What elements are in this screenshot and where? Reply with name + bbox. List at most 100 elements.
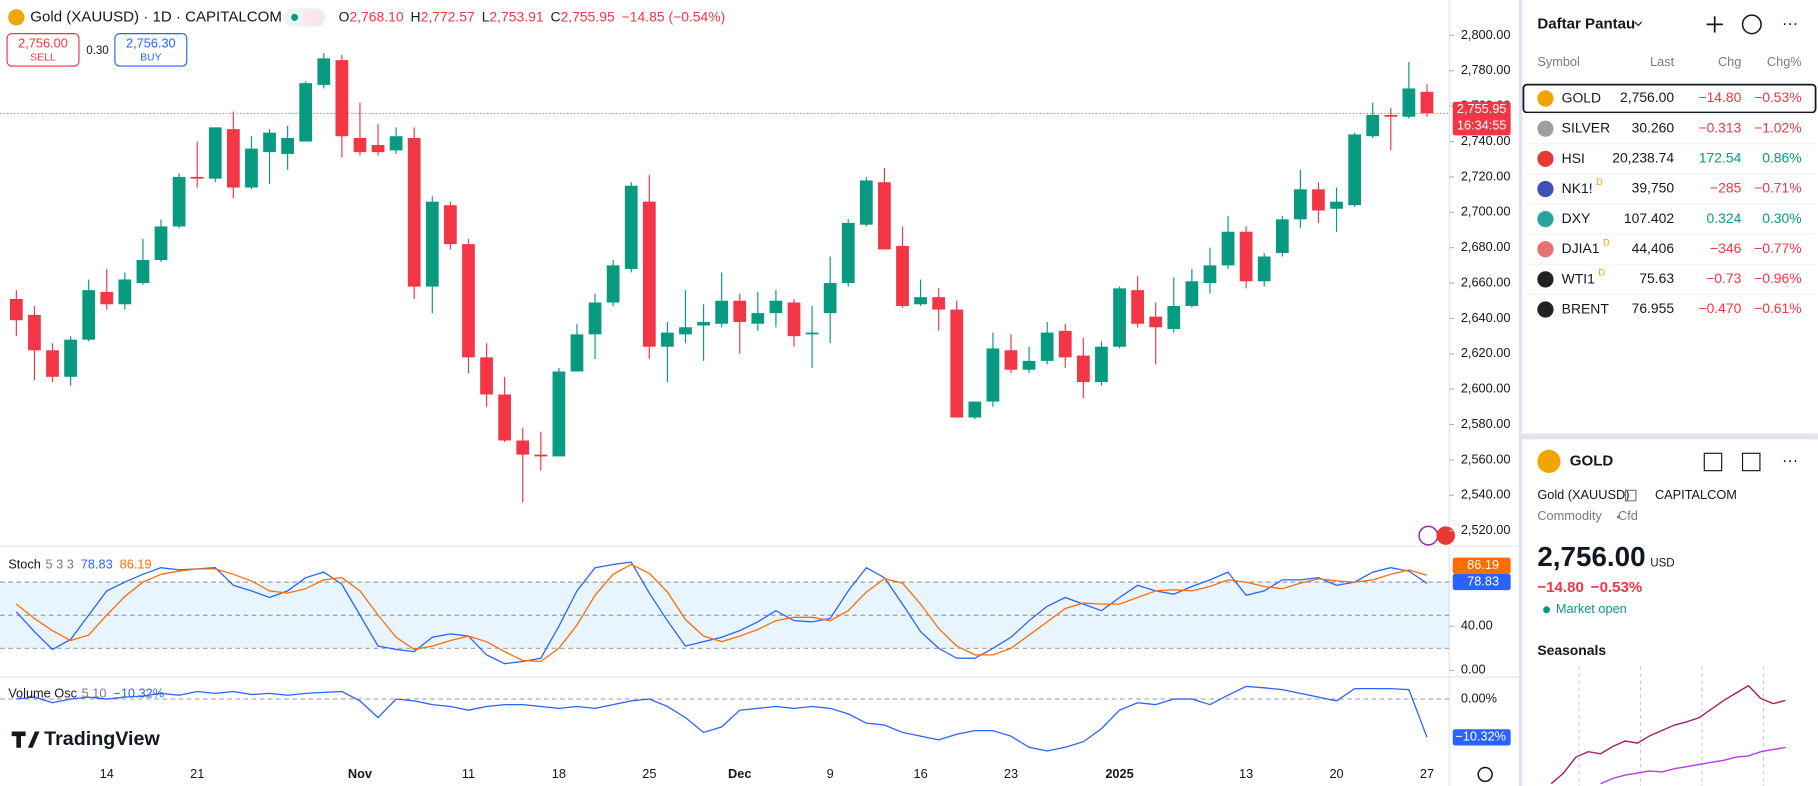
link-icon [1624,489,1637,502]
symbol-icon [1537,180,1554,198]
add-icon[interactable] [1706,16,1723,33]
candle-body [1420,91,1434,114]
sell-label: SELL [30,53,56,64]
status-dot [1543,606,1551,614]
candle-body [226,129,240,188]
change-pct: −0.53% [1754,89,1802,105]
symbol: HSI [1562,149,1585,165]
vol-osc-line [16,685,1428,752]
separator-dot [1616,515,1620,519]
candle-body [100,291,114,305]
sell-button[interactable] [6,33,80,67]
candle-body [371,145,385,153]
symbol-badge: D [1603,238,1610,248]
candle-body [462,244,475,358]
candle-body [46,350,59,377]
chart-title[interactable]: Gold (XAUUSD) · 1D · CAPITALCOM [30,8,282,25]
candle-body [1203,265,1217,284]
candle-body [588,302,602,335]
symbol-name: NK1! [1562,180,1593,196]
change: 0.324 [1707,210,1742,226]
candle-body [1294,189,1307,220]
candle-body [841,222,855,284]
change: −0.313 [1698,119,1741,135]
candle-body [1402,88,1416,117]
branding: TradingView [44,728,160,750]
symbol-icon [1537,271,1554,288]
last-price: 2,756.00 [1620,89,1674,105]
candle-body [932,297,946,310]
candle-body [1149,316,1163,328]
change: 172.54 [1699,149,1742,165]
settings-icon[interactable] [1477,766,1493,783]
candle-body [425,201,439,287]
candle-body [823,283,837,314]
candle-body [389,136,403,151]
candle-body [679,327,692,335]
change: −14.80 [1537,579,1584,596]
price-tick-label: 2,780.00 [1461,62,1511,77]
panel-divider [1522,433,1818,440]
candle-body [208,127,222,179]
x-tick-label: Nov [348,766,373,781]
symbol-badge: D [1596,178,1603,188]
candle-body [335,60,349,137]
ohlc-legend: O2,768.10 H2,772.57 L2,753.91 C2,755.95 −14.… [339,8,726,24]
candle-body [624,185,638,269]
symbol: SILVER [1562,119,1610,135]
chart-icon[interactable] [1741,14,1762,35]
candle-body [82,290,96,340]
candle-body [1185,281,1199,307]
detail-category: Commodity Cfd [1537,508,1638,523]
symbol-icon [1537,449,1561,473]
buy-button[interactable] [114,33,188,67]
market-status: Market open [1556,601,1627,616]
sell-price: 2,756.00 [18,35,68,50]
seasonal-line [1550,684,1786,785]
symbol-icon [8,9,25,26]
symbol-icon [1537,301,1554,318]
candle-body [1167,306,1181,330]
symbol-icon [1537,90,1554,107]
last-price-badge [1452,101,1511,136]
stoch-legend: Stoch 5 3 3 78.83 86.19 [8,557,151,572]
candle-body [118,279,132,305]
change-pct: −0.61% [1754,300,1802,316]
candle-body [1275,219,1289,253]
x-tick-label: 25 [642,766,656,781]
last-price-label: 2,755.95 [1457,101,1507,116]
symbol-name: HSI [1562,149,1585,165]
more-icon[interactable]: ··· [1782,452,1798,470]
vol-tick-label: 0.00% [1461,690,1497,705]
symbol-icon [1537,120,1554,137]
price-tick-label: 2,540.00 [1461,487,1511,502]
category: Commodity [1537,508,1602,523]
symbol-icon [1537,210,1554,228]
event-icon[interactable] [1436,526,1456,545]
change-pct: −0.96% [1754,270,1802,286]
price-tick-label: 2,680.00 [1461,239,1511,254]
x-tick-label: 14 [100,766,114,781]
column-header: Last [1650,54,1675,69]
panel-divider [1518,0,1523,786]
column-header: Chg% [1767,54,1802,69]
candle-body [136,260,150,284]
indicator-value: 78.83 [81,557,113,572]
candle-body [281,137,294,154]
status-icon [303,9,323,26]
price-tick-label: 2,700.00 [1461,204,1511,219]
candle-body [1022,360,1036,370]
buy-price: 2,756.30 [126,35,176,50]
price-tick-label: 2,580.00 [1461,416,1511,431]
currency: USD [1650,557,1674,569]
more-icon[interactable]: ··· [1782,15,1798,33]
layout-icon[interactable] [1703,452,1723,472]
symbol-name: GOLD [1562,89,1601,105]
symbol: BRENT [1562,300,1610,316]
edit-icon[interactable] [1741,452,1761,472]
symbol: WTI1 D [1562,268,1606,286]
x-tick-label: 9 [827,766,834,781]
candle-body [787,302,801,337]
exchange: CAPITALCOM [1655,488,1737,503]
